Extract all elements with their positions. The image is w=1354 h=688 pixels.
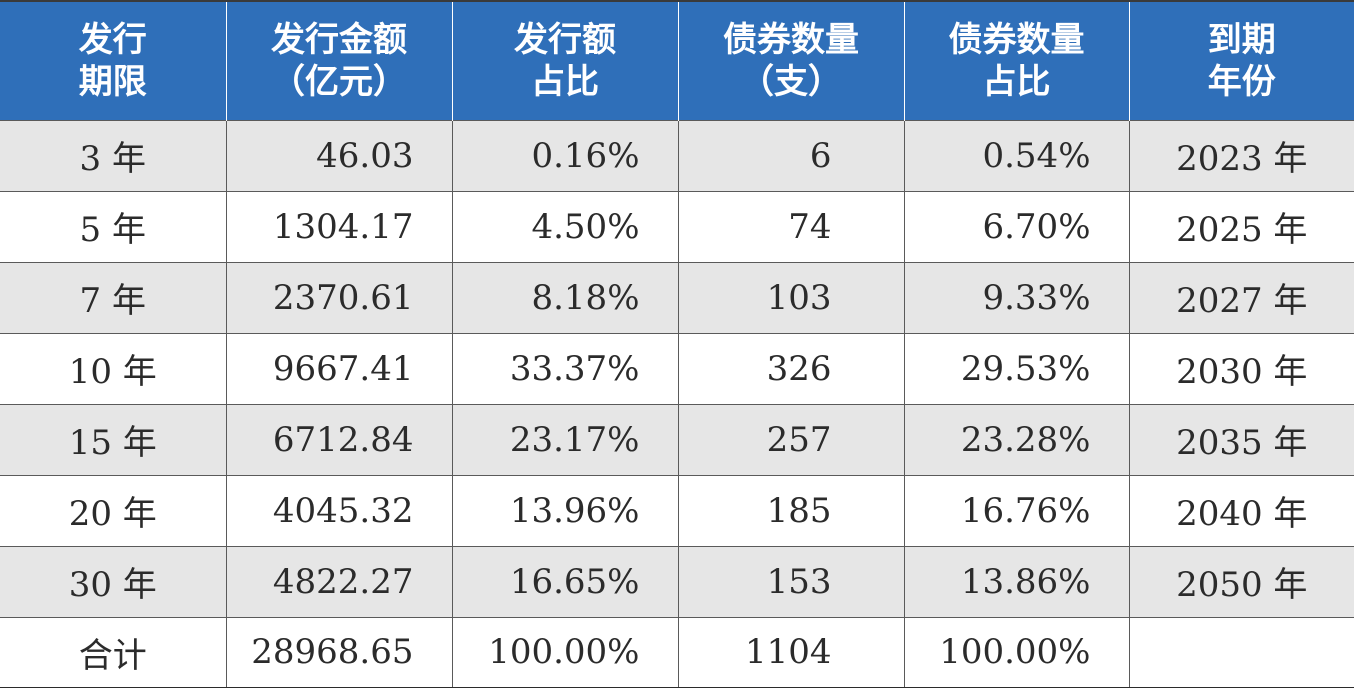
cell-count-share: 6.70% (904, 190, 1130, 262)
cell-maturity: 2030 年 (1129, 332, 1354, 404)
cell-amount-share: 100.00% (452, 616, 679, 688)
table-row: 5 年 1304.17 4.50% 74 6.70% 2025 年 (0, 190, 1354, 262)
cell-count: 74 (678, 190, 905, 262)
table-row: 15 年 6712.84 23.17% 257 23.28% 2035 年 (0, 403, 1354, 475)
cell-maturity: 2040 年 (1129, 474, 1354, 546)
cell-amount-share: 13.96% (452, 474, 679, 546)
cell-count-share: 100.00% (904, 616, 1130, 688)
table-row: 3 年 46.03 0.16% 6 0.54% 2023 年 (0, 119, 1354, 191)
cell-term: 20 年 (0, 474, 227, 546)
header-line: 债券数量 (723, 19, 859, 60)
header-line: 发行金额 (271, 19, 407, 60)
header-amount-share: 发行额 占比 (452, 0, 679, 120)
header-row: 发行 期限 发行金额 （亿元） 发行额 占比 债券数量 （支） 债券数量 占比 … (0, 0, 1354, 120)
header-line: 期限 (78, 61, 147, 102)
table-row: 10 年 9667.41 33.37% 326 29.53% 2030 年 (0, 332, 1354, 404)
cell-count-share: 23.28% (904, 403, 1130, 475)
header-line: 占比 (531, 61, 599, 102)
cell-count: 257 (678, 403, 905, 475)
header-line: 年份 (1207, 61, 1276, 102)
cell-count-share: 13.86% (904, 545, 1130, 617)
cell-amount: 1304.17 (226, 190, 453, 262)
header-issue-term: 发行 期限 (0, 0, 227, 120)
cell-maturity: 2025 年 (1129, 190, 1354, 262)
table-header: 发行 期限 发行金额 （亿元） 发行额 占比 债券数量 （支） 债券数量 占比 … (0, 0, 1354, 120)
cell-maturity: 2027 年 (1129, 261, 1354, 333)
header-line: （支） (740, 61, 842, 102)
cell-count-share: 0.54% (904, 119, 1130, 191)
table-row: 20 年 4045.32 13.96% 185 16.76% 2040 年 (0, 474, 1354, 546)
cell-maturity: 2050 年 (1129, 545, 1354, 617)
cell-term: 7 年 (0, 261, 227, 333)
cell-amount: 4822.27 (226, 545, 453, 617)
cell-amount-share: 4.50% (452, 190, 679, 262)
cell-count-share: 9.33% (904, 261, 1130, 333)
cell-amount: 2370.61 (226, 261, 453, 333)
cell-maturity: 2023 年 (1129, 119, 1354, 191)
header-issue-amount: 发行金额 （亿元） (226, 0, 453, 120)
cell-count: 185 (678, 474, 905, 546)
cell-term: 5 年 (0, 190, 227, 262)
cell-amount: 4045.32 (226, 474, 453, 546)
cell-count: 6 (678, 119, 905, 191)
cell-amount-share: 0.16% (452, 119, 679, 191)
cell-amount-share: 23.17% (452, 403, 679, 475)
header-line: 占比 (982, 61, 1051, 102)
header-line: 到期 (1207, 19, 1276, 60)
header-line: （亿元） (271, 61, 407, 102)
table-body: 3 年 46.03 0.16% 6 0.54% 2023 年 5 年 1304.… (0, 119, 1354, 688)
header-maturity-year: 到期 年份 (1129, 0, 1354, 120)
cell-amount-share: 16.65% (452, 545, 679, 617)
header-bond-count: 债券数量 （支） (678, 0, 905, 120)
cell-amount: 9667.41 (226, 332, 453, 404)
cell-count: 1104 (678, 616, 905, 688)
table-row-total: 合计 28968.65 100.00% 1104 100.00% (0, 616, 1354, 688)
header-line: 发行 (78, 19, 147, 60)
table-row: 7 年 2370.61 8.18% 103 9.33% 2027 年 (0, 261, 1354, 333)
cell-maturity (1129, 616, 1354, 688)
cell-term: 15 年 (0, 403, 227, 475)
header-line: 债券数量 (948, 19, 1085, 60)
cell-amount: 6712.84 (226, 403, 453, 475)
cell-term: 3 年 (0, 119, 227, 191)
header-line: 发行额 (514, 19, 616, 60)
cell-count-share: 16.76% (904, 474, 1130, 546)
cell-amount: 46.03 (226, 119, 453, 191)
cell-term: 30 年 (0, 545, 227, 617)
table-row: 30 年 4822.27 16.65% 153 13.86% 2050 年 (0, 545, 1354, 617)
cell-count-share: 29.53% (904, 332, 1130, 404)
cell-maturity: 2035 年 (1129, 403, 1354, 475)
cell-count: 153 (678, 545, 905, 617)
cell-count: 103 (678, 261, 905, 333)
cell-count: 326 (678, 332, 905, 404)
cell-amount-share: 8.18% (452, 261, 679, 333)
cell-term: 10 年 (0, 332, 227, 404)
cell-term: 合计 (0, 616, 227, 688)
cell-amount: 28968.65 (226, 616, 453, 688)
header-count-share: 债券数量 占比 (904, 0, 1130, 120)
cell-amount-share: 33.37% (452, 332, 679, 404)
